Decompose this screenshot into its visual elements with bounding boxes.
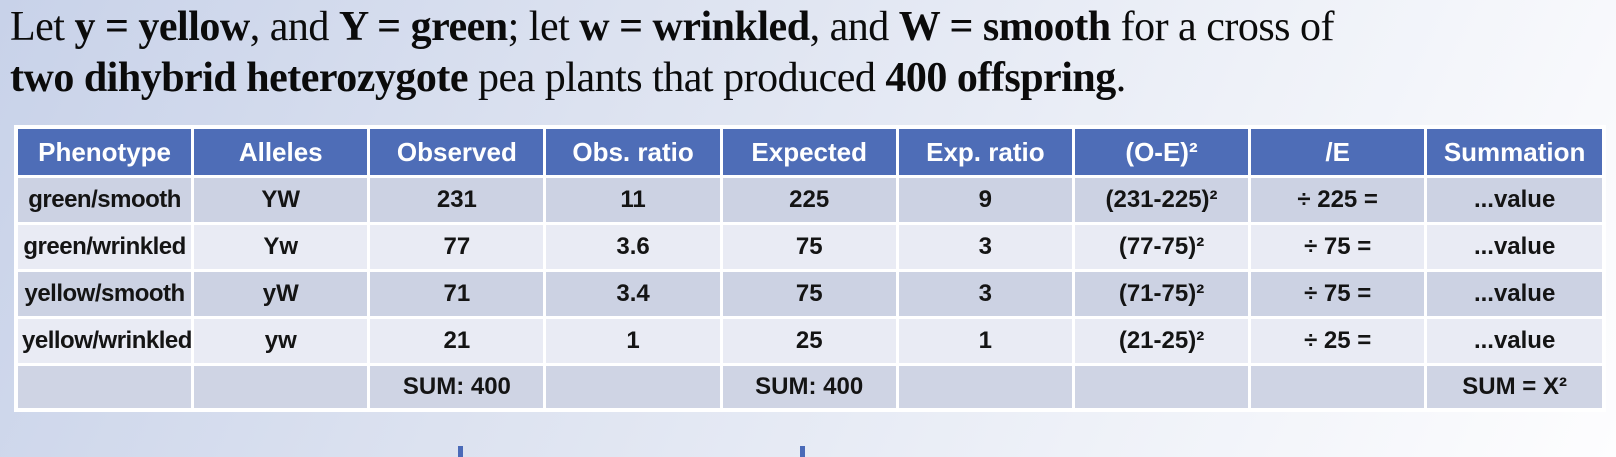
sum-cell: SUM: 400 [722,366,896,408]
empty-cell [194,366,368,408]
title-segment: two dihybrid heterozygote [10,55,469,102]
data-cell: 1 [898,319,1072,363]
table-header: Phenotype Alleles Observed Obs. ratio Expect… [18,129,1602,175]
data-cell: ÷ 225 = [1251,178,1425,222]
data-cell: 11 [546,178,720,222]
column-header: Alleles [194,129,368,175]
column-header: Exp. ratio [898,129,1072,175]
column-header: Summation [1427,129,1602,175]
data-cell: ...value [1427,272,1602,316]
data-cell: (77-75)² [1074,225,1249,269]
column-header: Observed [370,129,544,175]
data-cell: 3.6 [546,225,720,269]
empty-cell [1074,366,1249,408]
data-cell: ...value [1427,178,1602,222]
data-cell: ÷ 75 = [1251,225,1425,269]
data-cell: 75 [722,225,896,269]
bottom-tick-1 [458,446,463,457]
bottom-tick-2 [800,446,805,457]
data-cell: yW [194,272,368,316]
data-cell: Yw [194,225,368,269]
empty-cell [898,366,1072,408]
column-header: Phenotype [18,129,192,175]
data-cell: YW [194,178,368,222]
data-cell: 25 [722,319,896,363]
data-cell: 9 [898,178,1072,222]
title-segment: y = yellow [74,4,250,50]
title-segment: for a cross of [1110,4,1335,50]
title-segment: Y = green [338,4,508,50]
problem-statement: Let y = yellow, and Y = green; let w = w… [10,2,1335,104]
data-cell: ÷ 25 = [1251,319,1425,363]
title-segment: 400 offspring [885,55,1116,102]
title-segment: ; let [507,4,580,50]
title-segment: w = wrinkled [579,4,810,50]
data-cell: 21 [370,319,544,363]
table-row: yellow/smooth yW 71 3.4 75 3 (71-75)² ÷ 75 =...… [18,272,1602,316]
title-line-1: Let y = yellow, and Y = green; let w = w… [10,2,1335,53]
phenotype-cell: green/smooth [18,178,192,222]
data-cell: 231 [370,178,544,222]
empty-cell [546,366,720,408]
data-cell: ÷ 75 = [1251,272,1425,316]
title-segment: pea plants that produced [468,55,886,102]
table-row: green/wrinkled Yw 77 3.6 75 3 (77-75)² ÷ 75 =..… [18,225,1602,269]
sum-row: SUM: 400 SUM: 400 SUM = X² [18,366,1602,408]
data-cell: (231-225)² [1074,178,1249,222]
data-cell: yw [194,319,368,363]
title-segment: . [1115,55,1127,102]
data-cell: (71-75)² [1074,272,1249,316]
title-segment: , and [809,4,899,50]
data-cell: (21-25)² [1074,319,1249,363]
table-body: green/smooth YW 231 11 225 9 (231-225)² ÷ 225 =… [18,178,1602,408]
column-header: Expected [722,129,896,175]
data-cell: 71 [370,272,544,316]
data-cell: 3 [898,225,1072,269]
data-cell: 1 [546,319,720,363]
phenotype-cell: yellow/wrinkled [18,319,192,363]
data-cell: ...value [1427,225,1602,269]
data-cell: 225 [722,178,896,222]
column-header: /E [1251,129,1425,175]
title-segment: , and [249,4,339,50]
header-row: Phenotype Alleles Observed Obs. ratio Expect… [18,129,1602,175]
empty-cell [18,366,192,408]
title-line-2: two dihybrid heterozygote pea plants tha… [10,53,1334,104]
data-cell: ...value [1427,319,1602,363]
title-segment: W = smooth [898,4,1111,50]
title-segment: Let [10,4,75,50]
table-row: yellow/wrinkled yw 21 1 25 1 (21-25)² ÷ 25 =...… [18,319,1602,363]
data-cell: 3 [898,272,1072,316]
data-cell: 77 [370,225,544,269]
table-row: green/smooth YW 231 11 225 9 (231-225)² ÷ 225 =… [18,178,1602,222]
data-cell: 3.4 [546,272,720,316]
phenotype-cell: green/wrinkled [18,225,192,269]
sum-cell: SUM = X² [1427,366,1602,408]
chi-square-table: Phenotype Alleles Observed Obs. ratio Expect… [14,125,1606,412]
empty-cell [1251,366,1425,408]
sum-cell: SUM: 400 [370,366,544,408]
column-header: (O-E)² [1074,129,1249,175]
data-cell: 75 [722,272,896,316]
phenotype-cell: yellow/smooth [18,272,192,316]
column-header: Obs. ratio [546,129,720,175]
